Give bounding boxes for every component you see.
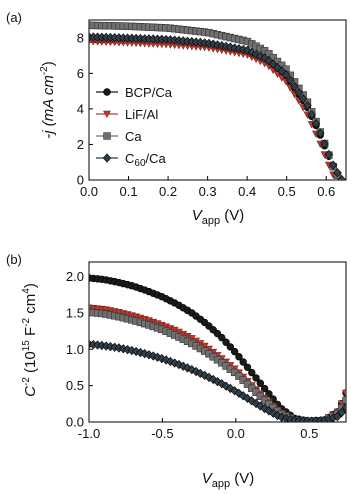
data-point xyxy=(337,174,346,180)
data-point xyxy=(218,333,226,342)
series-Ca xyxy=(89,308,346,422)
x-tick-label: 0.1 xyxy=(119,184,137,199)
legend-item: C60/Ca xyxy=(96,151,167,169)
panel-label: (b) xyxy=(6,252,22,267)
data-point xyxy=(260,384,269,393)
data-point xyxy=(256,379,265,387)
x-tick-label: 0.4 xyxy=(238,184,256,199)
data-point xyxy=(333,168,342,178)
x-tick-label: 0.0 xyxy=(227,426,245,441)
x-tick-label: 0.0 xyxy=(80,184,98,199)
data-point xyxy=(238,391,248,401)
data-point xyxy=(264,56,274,66)
data-point xyxy=(328,160,338,170)
data-point xyxy=(298,94,308,104)
series-LiF/Al xyxy=(89,304,346,422)
panel-a: 0.0 0.1 0.2 0.3 0.4 0.5 0.6 0 2 4 6 8 (a) xyxy=(6,10,347,199)
data-point xyxy=(316,128,325,138)
data-point xyxy=(286,75,295,85)
data-point xyxy=(230,368,239,377)
data-point xyxy=(187,364,197,375)
y-tick-label: 8 xyxy=(77,30,84,45)
y-tick-label: 1.0 xyxy=(66,342,84,357)
data-point xyxy=(311,118,321,129)
data-point xyxy=(209,374,218,385)
data-point xyxy=(235,372,243,380)
data-point xyxy=(256,392,265,401)
x-tick-label: 0.5 xyxy=(300,426,318,441)
x-tick-label: 0.6 xyxy=(317,184,335,199)
data-point xyxy=(342,389,346,397)
x-tick-label: -1.0 xyxy=(78,426,100,441)
legend: BCP/Ca LiF/Al Ca C60/Ca xyxy=(96,85,173,169)
data-point xyxy=(174,359,184,370)
data-point xyxy=(268,408,278,418)
data-point xyxy=(191,366,201,377)
data-point xyxy=(222,338,230,346)
data-point xyxy=(264,406,274,416)
y-tick-label: 1.5 xyxy=(66,305,84,320)
data-point xyxy=(239,376,247,384)
data-point xyxy=(248,384,256,392)
data-point xyxy=(268,59,278,69)
data-point xyxy=(290,81,299,92)
legend-marker xyxy=(103,132,111,140)
x-axis-label: Vapp (V) xyxy=(202,470,255,490)
legend-label: C60/Ca xyxy=(125,151,167,169)
series-C60/Ca xyxy=(89,32,346,180)
y-axis-label: C-2 (1015 F-2 cm4) xyxy=(21,283,39,397)
data-point xyxy=(251,49,261,59)
data-point xyxy=(324,149,334,160)
y-tick-label: 0.5 xyxy=(66,378,84,393)
series-C60/Ca xyxy=(89,339,346,422)
data-point xyxy=(342,396,346,404)
legend-marker xyxy=(102,153,112,163)
data-point xyxy=(235,352,243,361)
y-tick-label: 2.0 xyxy=(66,269,84,284)
legend-marker xyxy=(103,110,111,119)
data-point xyxy=(230,347,239,356)
panel-b: -1.0 -0.5 0.0 0.5 0.0 0.5 1.0 1.5 2.0 (b) xyxy=(6,252,347,441)
y-axis-label: -j (mA cm-2) xyxy=(39,61,57,139)
legend-item: BCP/Ca xyxy=(96,85,173,100)
data-point xyxy=(248,368,256,377)
legend-item: Ca xyxy=(96,129,142,144)
x-tick-label: 0.2 xyxy=(159,184,177,199)
data-point xyxy=(157,353,167,364)
legend-label: BCP/Ca xyxy=(125,85,173,100)
data-point xyxy=(307,109,316,120)
data-point xyxy=(239,358,247,366)
panel-label: (a) xyxy=(6,10,22,25)
y-tick-label: 2 xyxy=(77,137,84,152)
data-point xyxy=(303,100,312,111)
y-tick-label: 0.0 xyxy=(66,415,84,430)
data-point xyxy=(337,407,346,418)
x-tick-label: -0.5 xyxy=(151,426,173,441)
x-tick-label: 0.5 xyxy=(278,184,296,199)
data-point xyxy=(252,374,260,382)
data-point xyxy=(252,388,260,396)
legend-label: LiF/Al xyxy=(125,107,158,122)
data-point xyxy=(281,69,291,80)
x-axis-label: Vapp (V) xyxy=(192,207,245,227)
legend-item: LiF/Al xyxy=(96,107,158,122)
data-point xyxy=(251,398,261,409)
data-point xyxy=(226,343,235,351)
data-point xyxy=(243,363,252,372)
y-tick-label: 6 xyxy=(77,66,84,81)
plot-frame xyxy=(88,19,347,181)
legend-marker xyxy=(103,88,111,96)
x-tick-label: 0.3 xyxy=(199,184,217,199)
series-LiF/Al xyxy=(89,38,338,179)
y-tick-label: 4 xyxy=(77,101,84,116)
legend-label: Ca xyxy=(125,129,142,144)
data-point xyxy=(341,402,346,413)
data-point xyxy=(243,380,252,388)
y-tick-label: 0 xyxy=(77,173,84,188)
data-point xyxy=(294,88,304,98)
data-point xyxy=(320,139,329,149)
